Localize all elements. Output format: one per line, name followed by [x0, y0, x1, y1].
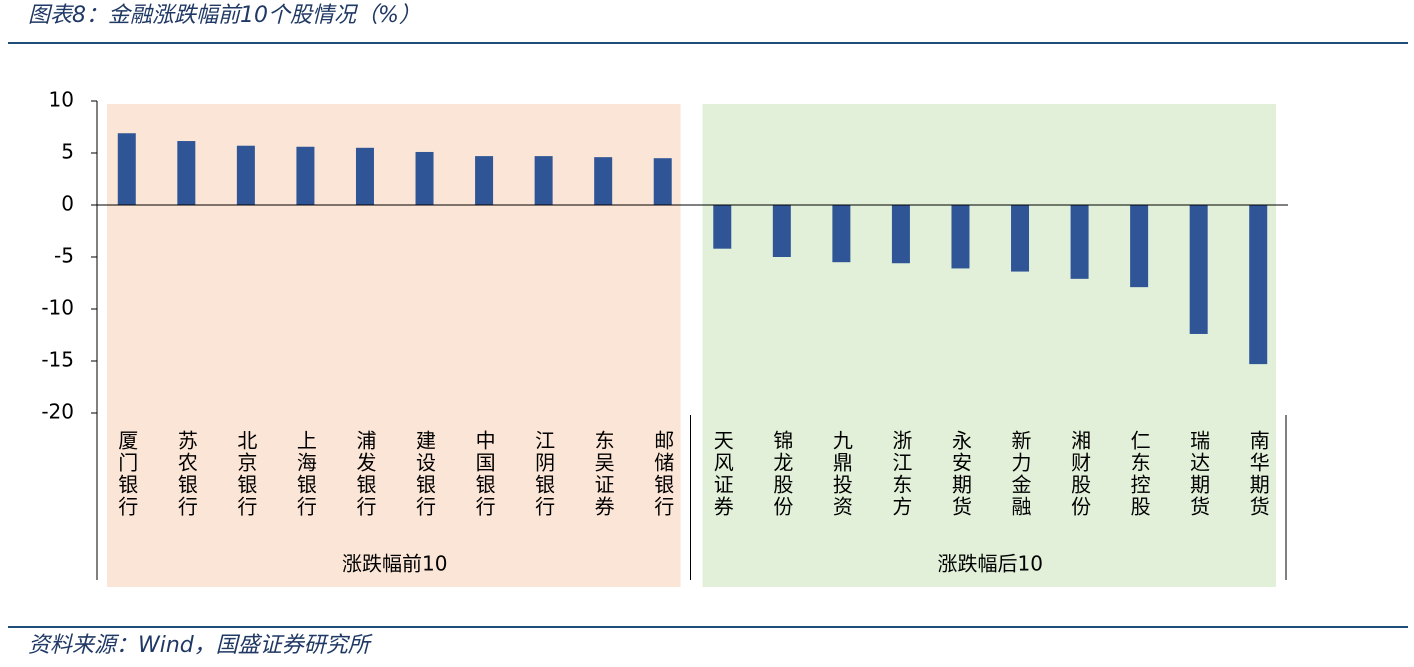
bar — [1011, 205, 1030, 272]
bar — [713, 205, 732, 249]
x-tick-label: 瑞达期货 — [1187, 430, 1211, 518]
x-tick-label: 九鼎投资 — [829, 430, 853, 518]
x-tick-label: 天风证券 — [710, 430, 734, 518]
bar — [534, 156, 553, 205]
x-tick-label: 上海银行 — [293, 430, 317, 518]
x-tick-label: 新力金融 — [1008, 430, 1032, 518]
x-tick-label: 中国银行 — [472, 430, 496, 518]
x-tick-label: 北京银行 — [234, 430, 258, 518]
bar — [832, 205, 851, 263]
bar — [177, 141, 196, 205]
x-tick-label: 锦龙股份 — [770, 430, 794, 518]
x-tick-label: 湘财股份 — [1068, 430, 1092, 518]
x-tick-label: 浙江东方 — [889, 430, 913, 518]
bar — [772, 205, 791, 257]
bar — [1070, 205, 1089, 279]
bar — [475, 156, 494, 205]
x-tick-label: 浦发银行 — [353, 430, 377, 518]
x-tick-label: 苏农银行 — [174, 430, 198, 518]
group-label: 涨跌幅后10 — [938, 552, 1043, 576]
y-tick-label: 5 — [61, 140, 74, 164]
bar — [117, 133, 136, 205]
bar — [1130, 205, 1149, 288]
bar — [594, 157, 613, 205]
group-background — [702, 104, 1276, 587]
bar — [415, 151, 434, 205]
y-tick-label: -10 — [41, 296, 74, 320]
x-tick-label: 厦门银行 — [115, 430, 139, 518]
bar — [1189, 205, 1208, 334]
bar — [296, 146, 315, 205]
chart-title: 图表8：金融涨跌幅前10个股情况（%） — [28, 3, 421, 28]
y-tick-label: -5 — [54, 244, 74, 268]
x-tick-label: 江阴银行 — [532, 430, 556, 518]
y-tick-label: -15 — [41, 348, 74, 372]
bar — [951, 205, 970, 269]
group-background — [107, 104, 681, 587]
x-tick-label: 建设银行 — [413, 430, 437, 518]
bar — [653, 158, 672, 205]
x-tick-label: 仁东控股 — [1127, 430, 1151, 518]
x-tick-label: 邮储银行 — [651, 430, 675, 518]
bar — [236, 145, 255, 205]
source-note: 资料来源：Wind，国盛证券研究所 — [28, 633, 373, 658]
bar — [355, 147, 374, 205]
y-tick-label: -20 — [41, 400, 74, 424]
bar — [891, 205, 910, 264]
y-tick-label: 10 — [49, 88, 74, 112]
x-tick-label: 南华期货 — [1246, 430, 1270, 518]
y-tick-label: 0 — [61, 192, 74, 216]
group-label: 涨跌幅前10 — [342, 552, 447, 576]
bar — [1249, 205, 1268, 365]
x-tick-label: 永安期货 — [948, 430, 972, 518]
x-tick-label: 东吴证券 — [591, 430, 615, 518]
